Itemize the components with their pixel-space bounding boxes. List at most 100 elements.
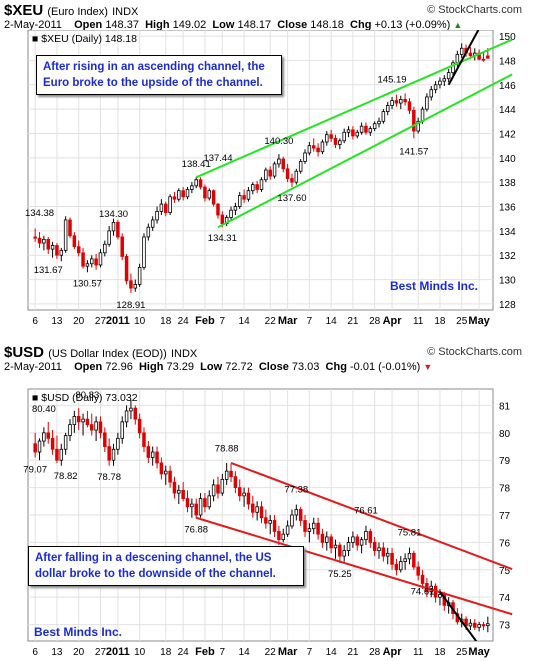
usd-value-label: 77.38 bbox=[284, 485, 308, 496]
usd-candle-body bbox=[303, 520, 307, 532]
xeu-value-label: 138.41 bbox=[182, 159, 211, 170]
usd-candle-body bbox=[220, 478, 225, 494]
xeu-candle-body bbox=[290, 178, 294, 183]
xeu-candle-body bbox=[168, 196, 172, 214]
xeu-candle-body bbox=[333, 137, 338, 145]
usd-date: 2-May-2011 bbox=[4, 361, 62, 373]
xeu-candle-body bbox=[438, 80, 442, 86]
usd-ytick-label: 77 bbox=[499, 511, 511, 522]
usd-candle-body bbox=[181, 489, 185, 499]
xeu-trendline bbox=[217, 73, 513, 229]
xeu-value-label: 131.67 bbox=[34, 265, 63, 276]
usd-candle-body bbox=[172, 481, 177, 494]
usd-candle-body bbox=[272, 520, 277, 532]
xeu-candle-body bbox=[46, 238, 50, 250]
usd-candle-body bbox=[346, 541, 351, 552]
xeu-candle-body bbox=[220, 214, 225, 224]
usd-candle-body bbox=[129, 407, 133, 412]
xeu-name: (Euro Index) bbox=[47, 6, 108, 18]
xeu-candle-body bbox=[68, 219, 72, 237]
usd-xtick-label: 14 bbox=[239, 647, 251, 658]
usd-candle-body bbox=[390, 552, 394, 565]
xeu-candle-body bbox=[163, 203, 168, 214]
xeu-candle-body bbox=[486, 55, 490, 59]
xeu-candle-body bbox=[359, 125, 364, 133]
xeu-candle-body bbox=[390, 100, 394, 106]
xeu-trendline bbox=[195, 38, 513, 179]
usd-candle-body bbox=[177, 489, 181, 494]
usd-value-label: 79.07 bbox=[23, 464, 47, 475]
xeu-candle-body bbox=[251, 184, 255, 192]
xeu-candle-body bbox=[281, 158, 286, 170]
usd-candle-body bbox=[316, 522, 320, 535]
usd-low-label: Low bbox=[200, 361, 223, 373]
xeu-symbol: $XEU bbox=[4, 2, 44, 19]
usd-xtick-label: Apr bbox=[383, 646, 403, 658]
usd-xtick-label: Feb bbox=[195, 646, 215, 658]
xeu-candle-body bbox=[338, 140, 342, 145]
xeu-xtick-label: 28 bbox=[369, 316, 381, 327]
xeu-candle-body bbox=[159, 203, 164, 212]
xeu-candle-body bbox=[242, 195, 246, 200]
xeu-candle-body bbox=[298, 161, 303, 172]
usd-candle-body bbox=[355, 536, 360, 546]
usd-candle-body bbox=[338, 544, 342, 557]
usd-candle-body bbox=[368, 531, 373, 543]
xeu-chg: +0.13 (+0.09%) bbox=[374, 19, 451, 31]
usd-candle-body bbox=[116, 437, 120, 450]
usd-candle-body bbox=[90, 424, 94, 431]
xeu-xtick-label: Mar bbox=[278, 315, 298, 327]
xeu-xtick-label: Apr bbox=[383, 315, 403, 327]
usd-candle-body bbox=[120, 421, 124, 439]
usd-candle-body bbox=[168, 470, 172, 483]
usd-candle-body bbox=[63, 435, 68, 450]
xeu-candle-body bbox=[459, 47, 464, 55]
xeu-value-label: 134.38 bbox=[25, 208, 54, 219]
usd-candle-body bbox=[216, 484, 220, 494]
xeu-candle-body bbox=[185, 189, 190, 198]
xeu-open-label: Open bbox=[74, 19, 103, 31]
xeu-high: 149.02 bbox=[172, 19, 207, 31]
usd-xtick-label: 10 bbox=[134, 647, 146, 658]
xeu-trendline bbox=[447, 30, 480, 86]
usd-value-label: 80.40 bbox=[32, 404, 56, 415]
xeu-value-label: 141.57 bbox=[399, 147, 428, 158]
usd-candle-body bbox=[333, 544, 338, 549]
usd-candle-body bbox=[111, 448, 116, 461]
xeu-candle-body bbox=[63, 219, 68, 251]
xeu-value-label: 140.30 bbox=[264, 136, 293, 147]
usd-low: 72.72 bbox=[225, 361, 253, 373]
usd-candle-body bbox=[481, 624, 486, 627]
xeu-legend: ■ $XEU (Daily) 148.18 bbox=[32, 33, 137, 45]
xeu-xtick-label: 14 bbox=[239, 316, 251, 327]
xeu-xtick-label: 6 bbox=[32, 316, 38, 327]
xeu-candle-body bbox=[146, 226, 151, 238]
xeu-candle-body bbox=[425, 96, 429, 110]
usd-candle-body bbox=[325, 536, 329, 543]
xeu-candle-body bbox=[377, 120, 381, 125]
usd-candle-body bbox=[251, 503, 255, 513]
xeu-candle-body bbox=[216, 203, 220, 216]
usd-candle-body bbox=[33, 443, 37, 453]
xeu-candle-body bbox=[468, 52, 473, 56]
usd-ytick-label: 73 bbox=[499, 621, 511, 632]
usd-candle-body bbox=[264, 517, 268, 524]
usd-candle-body bbox=[68, 424, 72, 436]
usd-xtick-label: 18 bbox=[160, 647, 172, 658]
xeu-candle-body bbox=[142, 236, 146, 268]
usd-value-label: 76.88 bbox=[184, 524, 208, 535]
usd-high: 73.29 bbox=[166, 361, 195, 373]
usd-value-label: 74.61 bbox=[411, 586, 435, 597]
xeu-xtick-label: 11 bbox=[413, 316, 424, 327]
xeu-open: 148.37 bbox=[105, 19, 139, 31]
usd-candle-body bbox=[277, 531, 281, 541]
usd-candle-body bbox=[237, 487, 242, 497]
xeu-xtick-label: 25 bbox=[456, 316, 468, 327]
xeu-ytick-label: 130 bbox=[499, 276, 516, 287]
xeu-watermark: © StockCharts.com bbox=[427, 4, 522, 16]
xeu-xtick-label: Feb bbox=[195, 315, 215, 327]
xeu-candle-body bbox=[368, 128, 373, 133]
xeu-candle-body bbox=[316, 147, 320, 153]
xeu-candle-body bbox=[481, 58, 486, 61]
xeu-xtick-label: 22 bbox=[265, 316, 277, 327]
